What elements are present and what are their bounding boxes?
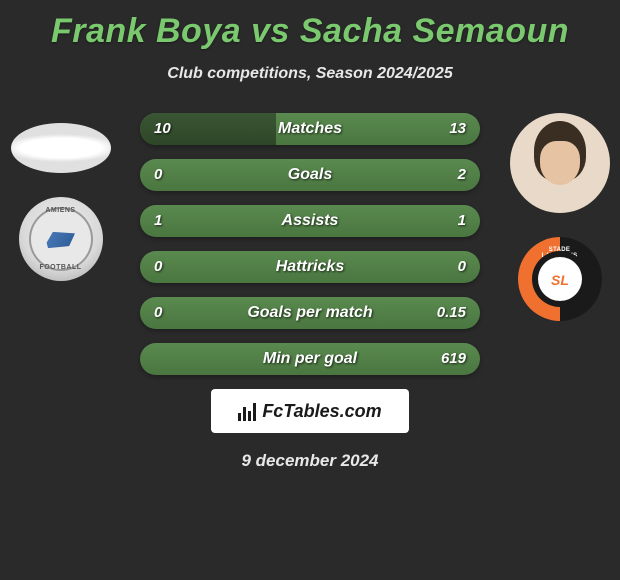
brand-badge: FcTables.com: [211, 389, 409, 433]
subtitle: Club competitions, Season 2024/2025: [0, 65, 620, 83]
stat-row: 0Goals per match0.15: [140, 297, 480, 329]
club-left-text-top: AMIENS: [19, 207, 103, 214]
player-right-avatar: [510, 113, 610, 213]
stat-label: Matches: [140, 113, 480, 145]
club-left-logo: AMIENS FOOTBALL: [19, 197, 103, 281]
club-left-text-bottom: FOOTBALL: [19, 264, 103, 271]
club-right-sl-icon: SL: [538, 257, 582, 301]
comparison-content: AMIENS FOOTBALL STADELAVALLOIS SL 10Matc…: [0, 113, 620, 375]
stat-value-right: 13: [449, 113, 466, 145]
club-right-inner-shape: SL: [538, 257, 582, 301]
bars-icon: [238, 401, 256, 421]
stat-row: 0Hattricks0: [140, 251, 480, 283]
stat-label: Goals: [140, 159, 480, 191]
stat-row: 1Assists1: [140, 205, 480, 237]
player-left-avatar: [11, 123, 111, 173]
stat-label: Min per goal: [140, 343, 480, 375]
stat-row: 10Matches13: [140, 113, 480, 145]
stat-value-right: 1: [458, 205, 466, 237]
svg-text:SL: SL: [551, 272, 569, 288]
player-right-column: STADELAVALLOIS SL: [507, 113, 612, 321]
stat-row: 0Goals2: [140, 159, 480, 191]
stat-bars: 10Matches130Goals21Assists10Hattricks00G…: [140, 113, 480, 375]
brand-text: FcTables.com: [262, 401, 381, 422]
page-title: Frank Boya vs Sacha Semaoun: [0, 0, 620, 51]
stat-row: Min per goal619: [140, 343, 480, 375]
club-right-logo: STADELAVALLOIS SL: [518, 237, 602, 321]
player-left-column: AMIENS FOOTBALL: [8, 113, 113, 281]
stat-label: Hattricks: [140, 251, 480, 283]
stat-value-right: 619: [441, 343, 466, 375]
stat-label: Goals per match: [140, 297, 480, 329]
stat-value-right: 0: [458, 251, 466, 283]
stat-value-right: 2: [458, 159, 466, 191]
date-line: 9 december 2024: [0, 451, 620, 471]
stat-value-right: 0.15: [437, 297, 466, 329]
stat-label: Assists: [140, 205, 480, 237]
